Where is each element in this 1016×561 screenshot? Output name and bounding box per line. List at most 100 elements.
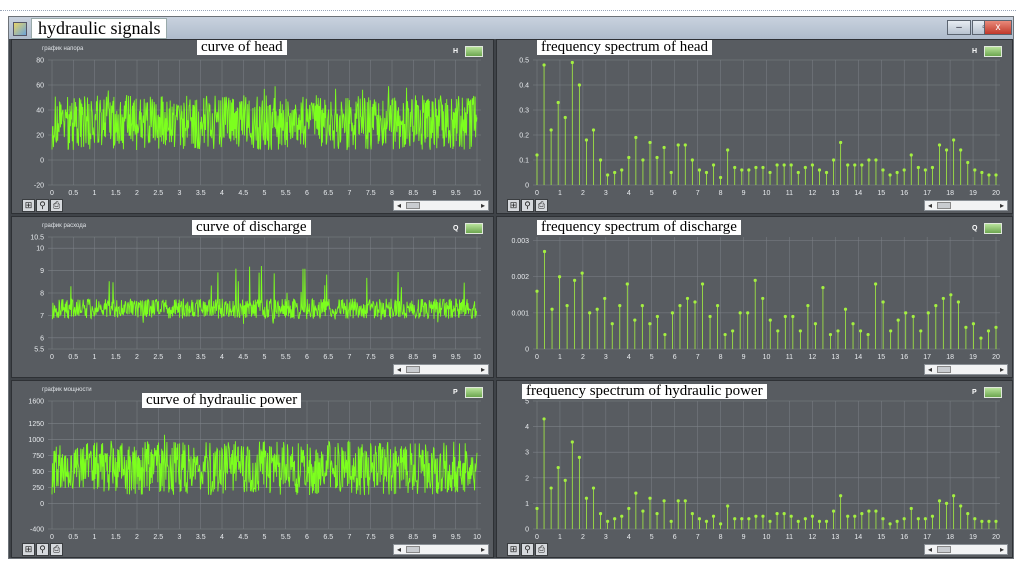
spectrum-point: [971, 322, 976, 326]
spectrum-point: [813, 322, 818, 326]
spectrum-point: [556, 465, 560, 470]
zoom-icon[interactable]: ⚲: [521, 199, 534, 212]
scroll-left-icon[interactable]: ◂: [396, 365, 401, 374]
scroll-left-icon[interactable]: ◂: [927, 545, 932, 554]
scroll-thumb[interactable]: [406, 202, 420, 209]
legend-toggle-button[interactable]: [984, 223, 1002, 234]
chart-overlay-title: frequency spectrum of hydraulic power: [522, 384, 767, 399]
spectrum-point: [803, 517, 807, 521]
scroll-thumb[interactable]: [406, 546, 420, 553]
scroll-right-icon[interactable]: ▸: [480, 201, 485, 210]
scroll-left-icon[interactable]: ◂: [927, 201, 932, 210]
chart-overlay-title: curve of discharge: [192, 220, 311, 235]
zoom-icon[interactable]: ⚲: [36, 543, 49, 556]
x-tick-label: 15: [877, 534, 885, 541]
y-tick-label: 0: [40, 501, 44, 508]
x-tick-label: 4: [627, 190, 631, 197]
close-button[interactable]: x: [984, 20, 1012, 35]
spectrum-point: [697, 517, 702, 521]
spectrum-point: [824, 170, 829, 175]
spectrum-point: [895, 170, 899, 175]
chart-small-title: график напора: [42, 46, 84, 52]
scroll-right-icon[interactable]: ▸: [999, 545, 1004, 554]
spectrum-point: [937, 143, 942, 147]
scroll-right-icon[interactable]: ▸: [480, 365, 485, 374]
zoom-icon[interactable]: ⚲: [521, 543, 534, 556]
x-tick-label: 0.5: [68, 534, 78, 541]
x-tick-label: 7: [348, 190, 352, 197]
legend-symbol: Q: [453, 225, 459, 232]
x-tick-label: 3: [178, 190, 182, 197]
spectrum-point: [573, 278, 577, 282]
horizontal-scrollbar[interactable]: ◂ ▸: [393, 364, 489, 375]
horizontal-scrollbar[interactable]: ◂ ▸: [393, 200, 489, 211]
horizontal-scrollbar[interactable]: ◂ ▸: [924, 544, 1008, 555]
minimize-button[interactable]: –: [947, 20, 971, 35]
spectrum-point: [708, 314, 712, 319]
spectrum-point: [796, 170, 800, 175]
scroll-right-icon[interactable]: ▸: [999, 365, 1004, 374]
grid-icon[interactable]: ⊞: [507, 199, 520, 212]
horizontal-scrollbar[interactable]: ◂ ▸: [924, 364, 1008, 375]
grid-icon[interactable]: ⊞: [507, 543, 520, 556]
spectrum-point: [723, 332, 727, 337]
x-tick-label: 9.5: [451, 354, 461, 361]
spectrum-point: [563, 115, 567, 120]
x-tick-label: 1: [558, 190, 562, 197]
print-icon[interactable]: ⎙: [50, 543, 63, 556]
legend-toggle-button[interactable]: [465, 223, 483, 234]
horizontal-scrollbar[interactable]: ◂ ▸: [924, 200, 1008, 211]
print-icon[interactable]: ⎙: [50, 199, 63, 212]
spectrum-point: [836, 329, 840, 333]
x-tick-label: 13: [831, 190, 839, 197]
horizontal-scrollbar[interactable]: ◂ ▸: [393, 544, 489, 555]
scroll-thumb[interactable]: [937, 202, 951, 209]
spectrum-point: [670, 311, 675, 315]
spectrum-point: [669, 519, 673, 523]
spectrum-point: [817, 519, 822, 523]
title-bar[interactable]: hydraulic signals – ▫ x: [9, 17, 1013, 39]
print-icon[interactable]: ⎙: [535, 543, 548, 556]
y-tick-label: 4: [525, 424, 529, 431]
grid-icon[interactable]: ⊞: [22, 543, 35, 556]
spectrum-point: [662, 145, 666, 150]
legend-toggle-button[interactable]: [465, 46, 483, 57]
scroll-right-icon[interactable]: ▸: [480, 545, 485, 554]
spectrum-point: [753, 278, 757, 282]
spectrum-point: [761, 165, 765, 170]
x-tick-label: 5: [263, 534, 267, 541]
grid-icon[interactable]: ⊞: [22, 199, 35, 212]
legend-toggle-button[interactable]: [465, 387, 483, 398]
y-tick-label: 6: [40, 335, 44, 342]
scroll-thumb[interactable]: [937, 546, 951, 553]
spectrum-point: [746, 311, 750, 315]
scroll-left-icon[interactable]: ◂: [396, 201, 401, 210]
x-tick-label: 19: [969, 534, 977, 541]
scroll-thumb[interactable]: [937, 366, 951, 373]
zoom-icon[interactable]: ⚲: [36, 199, 49, 212]
scroll-right-icon[interactable]: ▸: [999, 201, 1004, 210]
legend-toggle-button[interactable]: [984, 46, 1002, 57]
y-tick-label: 0: [40, 158, 44, 165]
spectrum-point: [959, 148, 963, 152]
spectrum-point: [598, 512, 603, 516]
scroll-left-icon[interactable]: ◂: [927, 365, 932, 374]
spectrum-point: [979, 336, 983, 340]
spectrum-point: [798, 329, 802, 333]
spectrum-point: [726, 504, 730, 508]
x-tick-label: 2: [135, 190, 139, 197]
x-tick-label: 18: [946, 534, 954, 541]
legend-symbol: P: [972, 389, 977, 396]
legend-toggle-button[interactable]: [984, 387, 1002, 398]
x-tick-label: 0: [50, 190, 54, 197]
x-tick-label: 3: [178, 534, 182, 541]
scroll-thumb[interactable]: [406, 366, 420, 373]
x-tick-label: 1: [558, 354, 562, 361]
scroll-left-icon[interactable]: ◂: [396, 545, 401, 554]
x-tick-label: 5: [263, 190, 267, 197]
spectrum-point: [613, 170, 617, 175]
print-icon[interactable]: ⎙: [535, 199, 548, 212]
spectrum-point: [733, 165, 737, 170]
spectrum-point: [627, 506, 631, 511]
y-tick-label: 2: [525, 475, 529, 482]
